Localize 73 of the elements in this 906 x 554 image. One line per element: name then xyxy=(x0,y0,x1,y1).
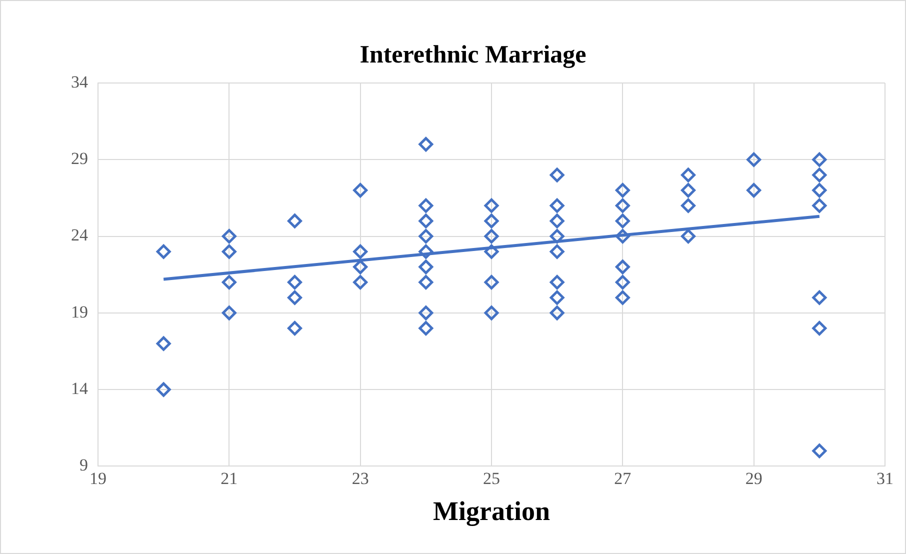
point xyxy=(550,244,564,259)
point xyxy=(615,290,630,305)
point xyxy=(288,321,302,336)
point xyxy=(550,214,564,228)
x-tick-label: 19 xyxy=(90,468,106,488)
point xyxy=(681,229,696,244)
point xyxy=(550,275,564,290)
point xyxy=(812,198,827,213)
point xyxy=(484,275,499,290)
point xyxy=(746,183,762,198)
point xyxy=(484,198,499,213)
point xyxy=(812,168,827,182)
point xyxy=(418,229,434,244)
point xyxy=(418,321,434,336)
point xyxy=(418,260,434,274)
point xyxy=(550,229,564,244)
point xyxy=(222,244,236,259)
point xyxy=(418,214,434,228)
point xyxy=(222,275,236,290)
y-tick-label: 9 xyxy=(80,456,88,475)
point xyxy=(812,183,827,198)
point xyxy=(812,321,827,336)
point xyxy=(746,152,762,167)
point xyxy=(550,168,564,182)
point xyxy=(353,183,368,198)
point xyxy=(288,290,302,305)
y-tick-label: 14 xyxy=(71,379,88,398)
x-tick-label: 27 xyxy=(614,468,632,488)
point xyxy=(484,229,499,244)
point xyxy=(484,244,499,259)
point xyxy=(615,183,630,198)
point xyxy=(615,260,630,274)
point xyxy=(222,229,236,244)
point xyxy=(615,275,630,290)
point xyxy=(484,214,499,228)
point xyxy=(156,336,171,351)
point xyxy=(812,444,827,458)
point xyxy=(156,382,171,397)
x-tick-label: 23 xyxy=(352,468,369,488)
point xyxy=(812,290,827,305)
x-tick-label: 25 xyxy=(483,468,500,488)
x-tick-label: 21 xyxy=(220,468,238,488)
point xyxy=(353,244,368,259)
point xyxy=(288,214,302,228)
y-tick-label: 19 xyxy=(71,302,88,322)
point xyxy=(550,198,564,213)
point xyxy=(418,306,434,320)
point xyxy=(681,168,696,182)
point xyxy=(156,244,171,259)
point xyxy=(550,290,564,305)
chart-title: Interethnic Marriage xyxy=(360,41,586,68)
point xyxy=(353,260,368,274)
point xyxy=(681,198,696,213)
x-axis-title: Migration xyxy=(433,496,550,526)
point xyxy=(288,275,302,290)
point xyxy=(484,306,499,320)
y-tick-label: 29 xyxy=(71,149,88,168)
point xyxy=(418,275,434,290)
y-tick-label: 34 xyxy=(71,72,88,92)
point xyxy=(418,137,434,152)
point xyxy=(550,306,564,320)
y-tick-label: 24 xyxy=(71,226,88,245)
point xyxy=(615,214,630,228)
x-tick-label: 31 xyxy=(876,468,894,488)
point xyxy=(353,275,368,290)
point xyxy=(615,229,630,244)
point xyxy=(418,244,434,259)
point xyxy=(418,198,434,213)
point xyxy=(222,306,236,320)
x-tick-label: 29 xyxy=(745,468,762,488)
point xyxy=(681,183,696,198)
point xyxy=(812,152,827,167)
point xyxy=(615,198,630,213)
